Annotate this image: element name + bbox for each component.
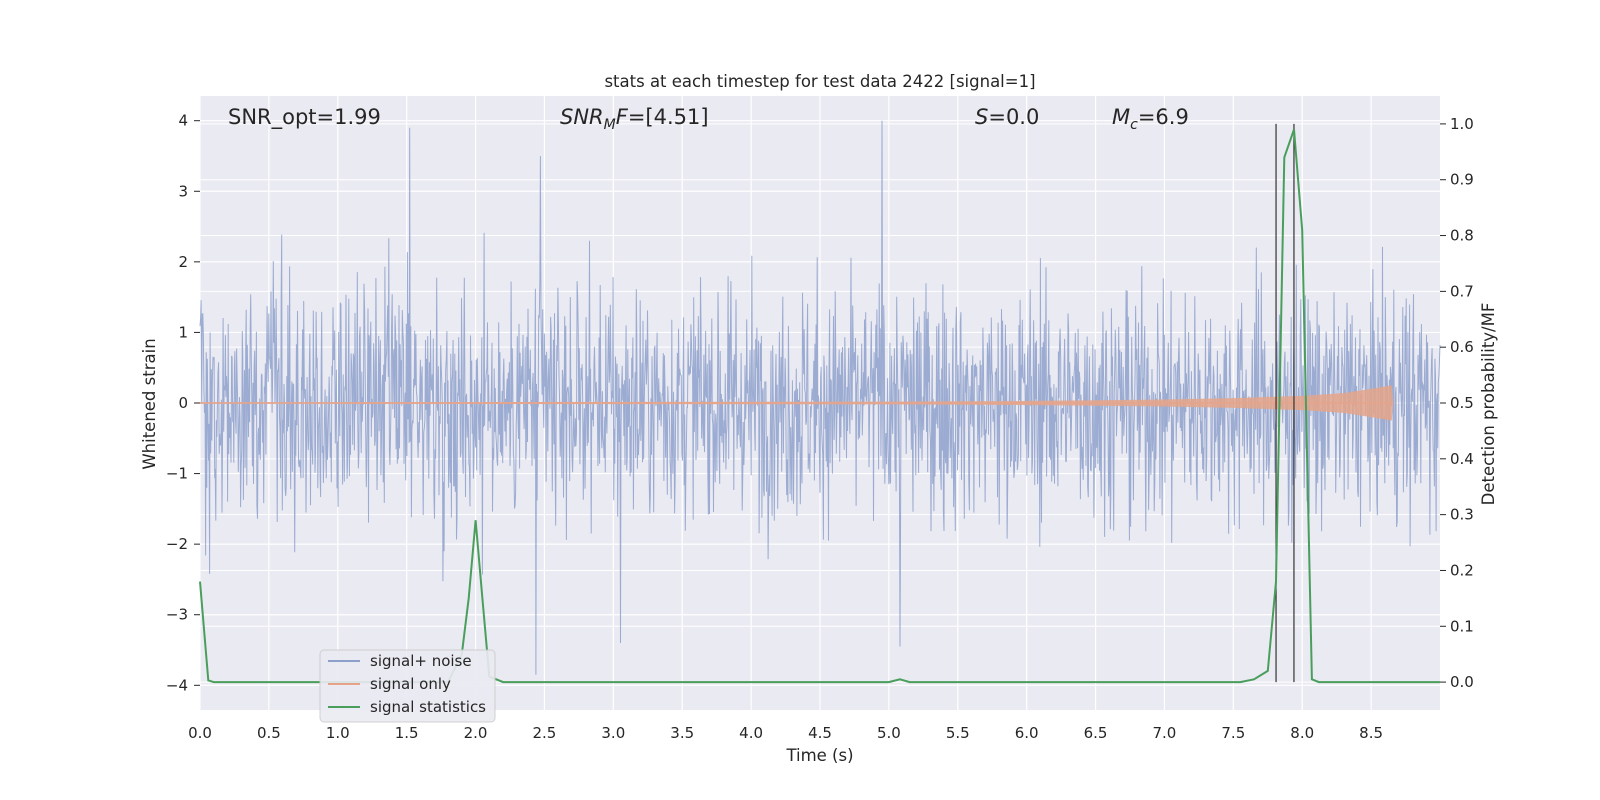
y-left-tick-label: 2	[178, 253, 188, 271]
y-left-tick-label: −4	[166, 676, 188, 694]
annotation-snr-mf: SNRMF=[4.51]	[560, 105, 709, 133]
chart-title: stats at each timestep for test data 242…	[604, 72, 1035, 91]
y-right-tick-label: 0.5	[1450, 394, 1474, 412]
legend-box	[319, 649, 496, 723]
x-tick-label: 2.5	[533, 724, 557, 742]
x-tick-label: 1.0	[326, 724, 350, 742]
y-right-tick-label: 0.9	[1450, 171, 1474, 189]
x-tick-label: 5.5	[946, 724, 970, 742]
legend-label-signal-only: signal only	[370, 675, 451, 693]
x-tick-labels: 0.0 0.5 1.0 1.5 2.0 2.5 3.0 3.5 4.0 4.5 5.0 5.5 6.0 6…	[188, 724, 1383, 742]
signal-only-series	[200, 385, 1394, 421]
y-left-tick-label: 3	[178, 182, 188, 200]
annotation-s: S=0.0	[975, 105, 1039, 129]
y-right-tick-label: 0.8	[1450, 227, 1474, 245]
x-tick-label: 3.5	[670, 724, 694, 742]
y-right-tick-labels: 1.0 0.9 0.8 0.7 0.6 0.5 0.4 0.3 0.2 0.1 0.0	[1440, 115, 1474, 691]
legend-label-signal-noise: signal+ noise	[370, 652, 472, 670]
y-left-tick-label: 0	[178, 394, 188, 412]
y-left-tick-label: −2	[166, 535, 188, 553]
x-tick-label: 7.0	[1153, 724, 1177, 742]
x-tick-label: 6.5	[1084, 724, 1108, 742]
x-tick-label: 7.5	[1221, 724, 1245, 742]
y-right-tick-label: 0.0	[1450, 673, 1474, 691]
y-right-axis-label: Detection probability/MF	[1479, 303, 1498, 506]
x-tick-label: 8.5	[1359, 724, 1383, 742]
annotation-mc: Mc=6.9	[1112, 105, 1189, 133]
x-tick-label: 8.0	[1290, 724, 1314, 742]
x-axis-label: Time (s)	[785, 746, 853, 765]
legend: signal+ noise signal only signal statist…	[319, 649, 496, 723]
y-right-tick-label: 0.6	[1450, 338, 1474, 356]
y-left-tick-label: 4	[178, 112, 188, 130]
y-left-axis-label: Whitened strain	[140, 338, 159, 469]
y-right-tick-label: 0.1	[1450, 617, 1474, 635]
y-left-tick-labels: 4 3 2 1 0 −1 −2 −3 −4	[166, 112, 200, 694]
x-tick-label: 6.0	[1015, 724, 1039, 742]
x-tick-label: 5.0	[877, 724, 901, 742]
x-tick-label: 3.0	[601, 724, 625, 742]
x-tick-label: 0.0	[188, 724, 212, 742]
y-right-tick-label: 0.4	[1450, 450, 1474, 468]
y-left-tick-label: 1	[178, 323, 188, 341]
annotation-snr-opt: SNR_opt=1.99	[228, 105, 381, 130]
x-tick-label: 4.5	[808, 724, 832, 742]
x-tick-label: 1.5	[395, 724, 419, 742]
x-tick-label: 2.0	[464, 724, 488, 742]
x-tick-label: 4.0	[739, 724, 763, 742]
y-right-tick-label: 1.0	[1450, 115, 1474, 133]
y-left-tick-label: −3	[166, 606, 188, 624]
y-right-tick-label: 0.2	[1450, 561, 1474, 579]
legend-label-signal-statistics: signal statistics	[370, 698, 486, 716]
x-tick-label: 0.5	[257, 724, 281, 742]
y-right-tick-label: 0.7	[1450, 282, 1474, 300]
y-left-tick-label: −1	[166, 465, 188, 483]
y-right-tick-label: 0.3	[1450, 506, 1474, 524]
